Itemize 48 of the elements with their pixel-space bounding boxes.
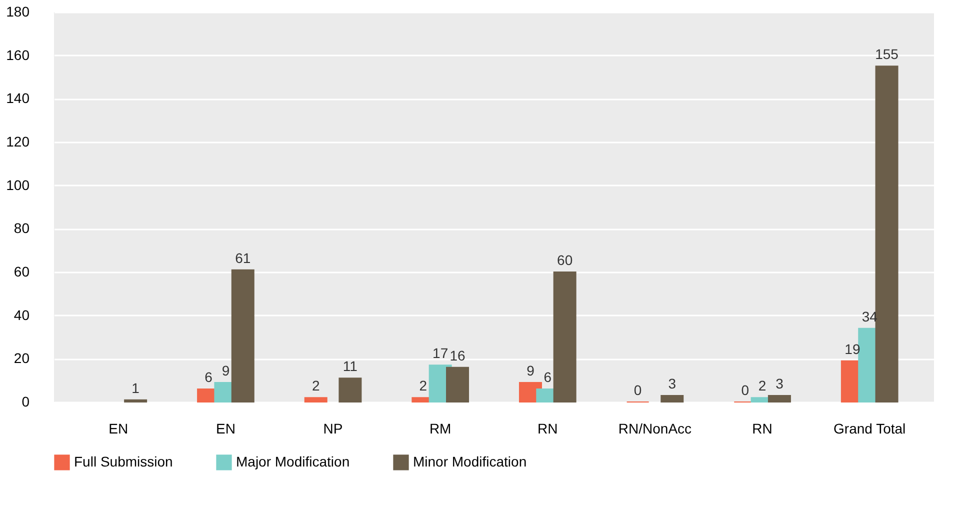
x-tick-label: EN bbox=[108, 420, 128, 436]
y-tick-label: 0 bbox=[22, 394, 30, 410]
x-tick-label: RN bbox=[538, 420, 558, 436]
data-label: 2 bbox=[419, 378, 428, 394]
data-label: 2 bbox=[758, 378, 766, 394]
bar bbox=[660, 395, 684, 402]
y-tick-label: 100 bbox=[6, 176, 30, 193]
data-label: 155 bbox=[875, 46, 899, 62]
bar bbox=[231, 269, 254, 402]
data-label: 61 bbox=[235, 250, 251, 266]
data-label: 17 bbox=[432, 345, 448, 362]
data-label: 2 bbox=[312, 378, 320, 394]
legend-label: Major Modification bbox=[236, 453, 350, 470]
bar bbox=[304, 397, 328, 402]
data-label: 11 bbox=[342, 358, 358, 374]
data-label: 6 bbox=[544, 369, 552, 385]
y-tick-label: 180 bbox=[6, 4, 30, 20]
y-tick-label: 140 bbox=[6, 90, 30, 106]
x-tick-label: RN bbox=[752, 420, 772, 436]
data-label: 3 bbox=[668, 376, 676, 392]
y-tick-label: 60 bbox=[14, 264, 30, 280]
legend-label: Minor Modification bbox=[413, 453, 527, 470]
x-tick-label: NP bbox=[323, 420, 343, 436]
bar bbox=[768, 395, 791, 402]
bar bbox=[124, 399, 148, 402]
data-label: 0 bbox=[741, 382, 750, 398]
x-tick-label: RN/NonAcc bbox=[618, 420, 692, 436]
y-tick-label: 120 bbox=[6, 134, 30, 150]
y-tick-label: 40 bbox=[14, 306, 30, 323]
bar bbox=[875, 66, 898, 402]
bar bbox=[446, 366, 470, 402]
data-label: 1 bbox=[132, 380, 140, 396]
data-label: 6 bbox=[204, 369, 213, 385]
y-tick-label: 80 bbox=[14, 220, 30, 236]
x-tick-label: EN bbox=[216, 420, 236, 436]
data-label: 9 bbox=[526, 362, 535, 378]
bar bbox=[338, 378, 362, 402]
bar bbox=[553, 272, 576, 402]
legend-label: Full Submission bbox=[74, 453, 173, 470]
data-label: 3 bbox=[776, 376, 784, 392]
x-tick-label: RM bbox=[429, 420, 452, 436]
data-label: 16 bbox=[450, 347, 466, 364]
data-label: 0 bbox=[634, 382, 642, 398]
x-tick-label: Grand Total bbox=[834, 420, 906, 436]
data-label: 60 bbox=[557, 252, 573, 268]
y-tick-label: 160 bbox=[6, 46, 30, 63]
data-label: 9 bbox=[222, 362, 230, 378]
y-tick-label: 20 bbox=[14, 350, 30, 366]
